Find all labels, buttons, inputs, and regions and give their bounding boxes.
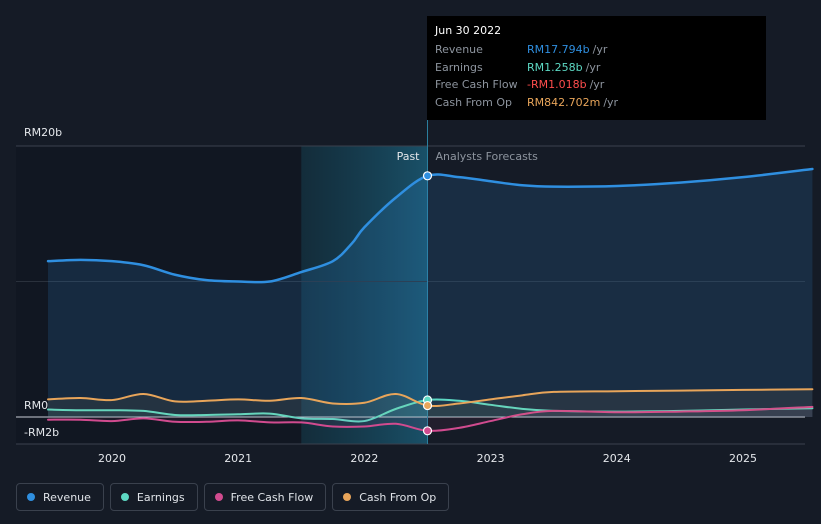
highlight-region	[301, 146, 428, 444]
x-tick-label: 2025	[729, 452, 757, 465]
tooltip-unit: /yr	[603, 95, 619, 109]
tooltip-unit: /yr	[592, 43, 608, 57]
legend-item-free-cash-flow[interactable]: Free Cash Flow	[203, 483, 327, 511]
legend-dot-icon	[343, 493, 352, 501]
y-tick-label: RM20b	[24, 126, 62, 139]
tooltip-label: Earnings	[435, 60, 483, 74]
tooltip-value: RM1.258b	[527, 60, 583, 74]
legend-dot-icon	[27, 493, 35, 501]
legend: Revenue Earnings Free Cash Flow Cash Fro…	[16, 483, 450, 513]
marker-free-cash-flow	[422, 426, 433, 436]
tooltip-unit: /yr	[585, 60, 601, 74]
legend-dot-icon	[120, 493, 129, 501]
past-region	[16, 146, 302, 444]
tooltip-row-cash-from-op: Cash From Op RM842.702m /yr	[435, 94, 758, 112]
x-tick-label: 2020	[98, 452, 126, 465]
legend-dot-icon	[214, 493, 223, 501]
x-tick-label: 2024	[603, 452, 631, 465]
legend-label: Earnings	[136, 490, 185, 504]
tooltip-label: Free Cash Flow	[435, 78, 518, 92]
area-revenue	[48, 169, 813, 417]
line-cash-from-op	[47, 388, 814, 408]
marker-revenue	[422, 171, 433, 181]
x-tick-label: 2021	[224, 452, 252, 465]
tooltip-date: Jun 30 2022	[435, 24, 502, 37]
legend-item-cash-from-op[interactable]: Cash From Op	[332, 483, 450, 511]
tooltip: Jun 30 2022 Revenue RM17.794b /yr Earnin…	[427, 16, 766, 120]
forecast-label: Analysts Forecasts	[436, 150, 539, 163]
tooltip-value: RM17.794b	[527, 43, 590, 57]
y-tick-label: RM0	[24, 399, 48, 412]
x-tick-label: 2023	[477, 452, 505, 465]
line-free-cash-flow	[47, 405, 814, 432]
area-cash-from-op	[48, 389, 813, 417]
y-tick-label: -RM2b	[24, 426, 59, 439]
tooltip-value: -RM1.018b	[527, 78, 587, 92]
legend-label: Cash From Op	[359, 490, 437, 504]
tooltip-label: Revenue	[435, 43, 483, 57]
tooltip-value: RM842.702m	[527, 95, 601, 109]
tooltip-row-earnings: Earnings RM1.258b /yr	[435, 59, 758, 77]
x-tick-label: 2022	[350, 452, 378, 465]
line-revenue	[46, 167, 814, 284]
past-label: Past	[397, 150, 421, 163]
legend-label: Revenue	[43, 490, 91, 504]
legend-label: Free Cash Flow	[230, 490, 314, 504]
tooltip-label: Cash From Op	[435, 95, 513, 109]
legend-item-earnings[interactable]: Earnings	[109, 483, 198, 511]
area-earnings	[48, 399, 813, 422]
marker-cash-from-op	[422, 400, 433, 411]
tooltip-unit: /yr	[589, 78, 605, 92]
tooltip-row-free-cash-flow: Free Cash Flow -RM1.018b /yr	[435, 76, 758, 94]
tooltip-row-revenue: Revenue RM17.794b /yr	[435, 41, 758, 59]
legend-item-revenue[interactable]: Revenue	[16, 483, 104, 511]
